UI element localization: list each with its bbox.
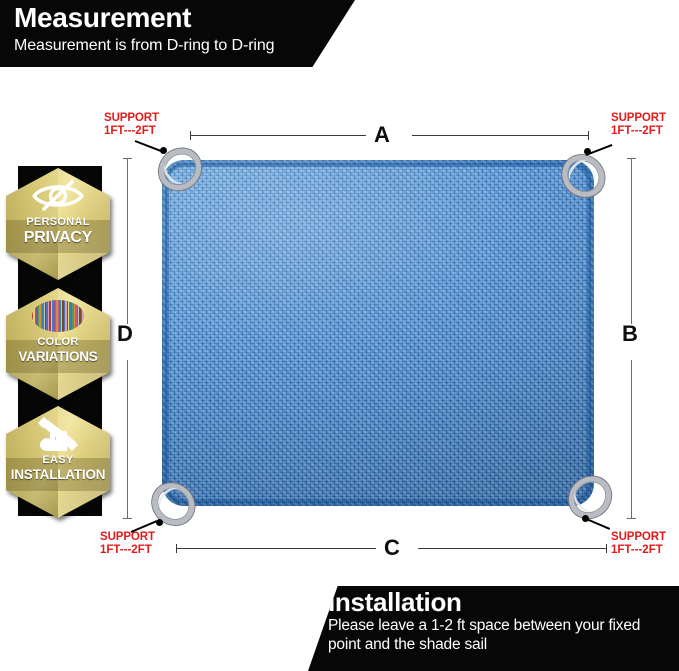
support-line2: 1FT---2FT bbox=[100, 544, 152, 556]
badge-small-label: COLOR bbox=[37, 336, 79, 348]
measurement-banner: Measurement Measurement is from D-ring t… bbox=[0, 0, 355, 67]
badge-hexagon-shape bbox=[6, 288, 110, 400]
support-callout-bottom-right: SUPPORT 1FT---2FT bbox=[611, 531, 666, 557]
dimension-tick-left-top bbox=[123, 158, 132, 159]
dimension-line-left-lower-seg bbox=[127, 360, 128, 518]
dimension-tick-right-top bbox=[627, 158, 636, 159]
dimension-line-bottom-right-seg bbox=[418, 548, 606, 549]
badge-large-label: PRIVACY bbox=[23, 229, 93, 246]
dimension-label-a: A bbox=[374, 122, 390, 147]
eye-slash-icon bbox=[6, 175, 110, 217]
dimension-tick-bottom-right bbox=[606, 544, 607, 553]
dimension-tick-top-left bbox=[190, 131, 191, 140]
shade-sail-illustration bbox=[143, 139, 620, 534]
dimension-tick-left-bottom bbox=[123, 518, 132, 519]
badge-color-variations: COLOR VARIATIONS bbox=[6, 288, 110, 400]
support-line2: 1FT---2FT bbox=[611, 544, 663, 556]
dimension-label-b: B bbox=[622, 321, 638, 346]
badge-small-label: EASY bbox=[42, 454, 74, 466]
support-line1: SUPPORT bbox=[104, 112, 159, 124]
badge-personal-privacy: PERSONAL PRIVACY bbox=[6, 168, 110, 280]
measurement-title: Measurement bbox=[14, 2, 192, 33]
support-line1: SUPPORT bbox=[611, 531, 666, 543]
dimension-line-right-upper-seg bbox=[631, 158, 632, 324]
shade-sail-fabric bbox=[162, 160, 594, 506]
support-line1: SUPPORT bbox=[611, 112, 666, 124]
wrench-hand-icon bbox=[6, 413, 110, 455]
badge-small-label: PERSONAL bbox=[26, 216, 90, 228]
installation-banner: Installation Please leave a 1-2 ft space… bbox=[308, 586, 679, 671]
support-line2: 1FT---2FT bbox=[104, 125, 156, 137]
dimension-tick-bottom-left bbox=[176, 544, 177, 553]
badge-hexagon-shape bbox=[6, 406, 110, 518]
color-stripes-icon bbox=[6, 295, 110, 337]
measurement-subtitle: Measurement is from D-ring to D-ring bbox=[14, 37, 275, 54]
d-ring-top-left bbox=[150, 139, 210, 199]
installation-title: Installation bbox=[328, 587, 462, 617]
dimension-label-d: D bbox=[117, 321, 133, 346]
d-ring-top-right bbox=[553, 146, 614, 206]
dimension-tick-top-right bbox=[588, 131, 589, 140]
badge-easy-installation: EASY INSTALLATION bbox=[6, 406, 110, 518]
support-callout-bottom-left: SUPPORT 1FT---2FT bbox=[100, 531, 155, 557]
badge-large-label: VARIATIONS bbox=[18, 349, 98, 364]
support-callout-top-right: SUPPORT 1FT---2FT bbox=[611, 112, 666, 138]
installation-subtitle: Please leave a 1-2 ft space between your… bbox=[328, 617, 641, 653]
badge-large-label: INSTALLATION bbox=[10, 467, 106, 482]
fabric-sheen bbox=[162, 160, 594, 506]
dimension-label-c: C bbox=[384, 535, 400, 560]
support-line1: SUPPORT bbox=[100, 531, 155, 543]
fabric-weave-texture bbox=[162, 160, 594, 506]
dimension-line-top-right-seg bbox=[412, 135, 588, 136]
fabric-reinforced-edge bbox=[165, 163, 591, 503]
dimension-line-left-upper-seg bbox=[127, 158, 128, 324]
support-line2: 1FT---2FT bbox=[611, 125, 663, 137]
support-callout-top-left: SUPPORT 1FT---2FT bbox=[104, 112, 159, 138]
dimension-tick-right-bottom bbox=[627, 518, 636, 519]
dimension-line-top-left-seg bbox=[190, 135, 366, 136]
dimension-line-bottom-left-seg bbox=[176, 548, 376, 549]
dimension-line-right-lower-seg bbox=[631, 360, 632, 518]
badge-hexagon-shape bbox=[6, 168, 110, 280]
